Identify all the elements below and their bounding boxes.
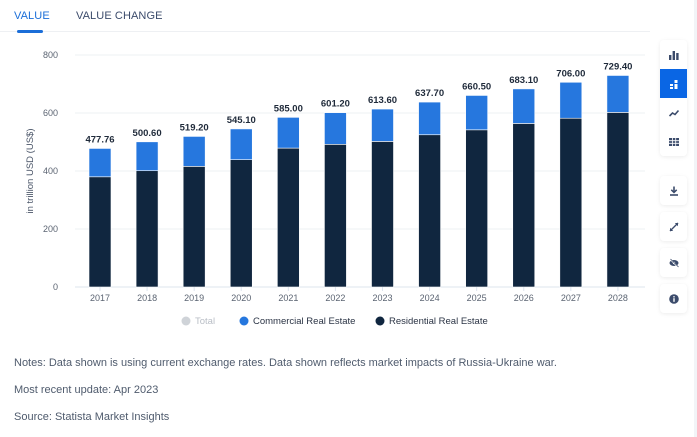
bar-commercial[interactable] <box>277 117 300 149</box>
stacked-bar-chart-button[interactable] <box>660 69 687 98</box>
x-tick-label: 2023 <box>372 293 392 303</box>
legend-marker <box>181 316 191 326</box>
table-view-button[interactable] <box>660 127 687 156</box>
x-tick-label: 2020 <box>231 293 251 303</box>
chart-type-group <box>660 40 687 156</box>
bar-chart-icon <box>668 50 679 60</box>
legend-label: Total <box>195 316 215 327</box>
bar-residential[interactable] <box>135 170 159 288</box>
bars: 477.76 500.60 519.20 545.10 585.00 601.20 613.… <box>85 61 632 288</box>
x-tick-label: 2028 <box>608 293 628 303</box>
bar-commercial[interactable] <box>88 148 112 178</box>
x-tick-label: 2017 <box>90 293 110 303</box>
x-tick-label: 2021 <box>278 293 298 303</box>
data-label: 613.60 <box>368 95 397 106</box>
legend-item[interactable]: Commercial Real Estate <box>239 316 356 327</box>
bar-residential[interactable] <box>371 141 394 288</box>
fullscreen-button[interactable] <box>660 212 687 241</box>
y-tick-label: 0 <box>53 282 58 292</box>
bar-commercial[interactable] <box>182 136 206 167</box>
tab-bar: VALUE VALUE CHANGE <box>0 0 650 33</box>
tab-value-change[interactable]: VALUE CHANGE <box>76 10 163 22</box>
x-tick-label: 2026 <box>514 293 534 303</box>
x-tick-label: 2027 <box>561 293 581 303</box>
info-icon <box>668 293 679 304</box>
data-label: 519.20 <box>180 122 209 133</box>
bar-residential[interactable] <box>606 112 630 288</box>
bar-residential[interactable] <box>512 123 536 288</box>
data-label: 660.50 <box>462 81 491 92</box>
data-label: 585.00 <box>274 103 303 114</box>
legend-item[interactable]: Total <box>181 316 216 327</box>
stacked-bar-chart-icon <box>669 79 677 89</box>
line-chart-icon <box>668 109 679 117</box>
chart-notes: Notes: Data shown is using current excha… <box>14 356 557 437</box>
bar-residential[interactable] <box>277 147 300 288</box>
y-tick-label: 800 <box>43 50 58 60</box>
scroll-rail <box>694 0 697 437</box>
y-tick-label: 600 <box>43 108 58 118</box>
data-label: 729.40 <box>603 61 632 72</box>
bar-commercial[interactable] <box>135 141 159 172</box>
info-button[interactable] <box>660 284 687 313</box>
fullscreen-icon <box>669 222 678 231</box>
gridlines <box>75 54 645 288</box>
x-tick-label: 2025 <box>467 293 487 303</box>
bar-residential[interactable] <box>229 159 253 288</box>
x-axis-ticks: 2017 2018 2019 2020 2021 2022 2023 2024 2025 2026… <box>90 287 628 303</box>
data-label: 500.60 <box>133 128 162 139</box>
y-tick-label: 200 <box>43 224 58 234</box>
bar-residential[interactable] <box>465 129 488 288</box>
data-label: 601.20 <box>321 99 350 110</box>
data-label: 683.10 <box>509 75 538 86</box>
bar-residential[interactable] <box>88 176 112 288</box>
data-label: 545.10 <box>227 115 256 126</box>
legend-marker <box>375 316 385 326</box>
bar-commercial[interactable] <box>465 95 488 131</box>
data-label: 477.76 <box>85 134 114 145</box>
y-axis-ticks: 0 200 400 600 800 <box>43 50 58 292</box>
x-tick-label: 2019 <box>184 293 204 303</box>
bar-commercial[interactable] <box>371 108 394 142</box>
x-tick-label: 2018 <box>137 293 157 303</box>
bar-commercial[interactable] <box>512 88 536 124</box>
legend-marker <box>239 316 249 326</box>
y-tick-label: 400 <box>43 166 58 176</box>
bar-commercial[interactable] <box>229 128 253 160</box>
bar-residential[interactable] <box>559 117 583 288</box>
legend: Total Commercial Real Estate Residential R… <box>181 316 488 327</box>
bar-residential[interactable] <box>324 144 347 288</box>
legend-label: Residential Real Estate <box>389 316 488 327</box>
data-label: 637.70 <box>415 88 444 99</box>
hide-icon <box>669 258 679 267</box>
line-chart-button[interactable] <box>660 98 687 127</box>
chart-toolbar <box>660 40 687 313</box>
bar-commercial[interactable] <box>559 81 583 119</box>
legend-item[interactable]: Residential Real Estate <box>375 316 488 327</box>
x-tick-label: 2024 <box>420 293 440 303</box>
bar-residential[interactable] <box>182 166 206 288</box>
table-icon <box>668 137 679 146</box>
stacked-bar-chart: 0 200 400 600 800 in trillion USD (US$) 477.… <box>25 50 645 327</box>
tab-value[interactable]: VALUE <box>14 10 50 22</box>
x-tick-label: 2022 <box>325 293 345 303</box>
data-label: 706.00 <box>556 68 585 79</box>
bar-residential[interactable] <box>418 134 441 288</box>
source-text: Source: Statista Market Insights <box>14 411 170 423</box>
bar-chart-button[interactable] <box>660 40 687 69</box>
legend-label: Commercial Real Estate <box>253 316 355 327</box>
active-tab-indicator <box>17 30 43 33</box>
y-axis-label: in trillion USD (US$) <box>25 129 36 214</box>
download-icon <box>669 186 678 196</box>
bar-commercial[interactable] <box>606 75 630 113</box>
notes-text: Notes: Data shown is using current excha… <box>14 357 557 369</box>
bar-commercial[interactable] <box>418 101 441 136</box>
hide-button[interactable] <box>660 248 687 277</box>
update-text: Most recent update: Apr 2023 <box>14 384 159 396</box>
bar-commercial[interactable] <box>324 112 347 145</box>
download-button[interactable] <box>660 176 687 205</box>
